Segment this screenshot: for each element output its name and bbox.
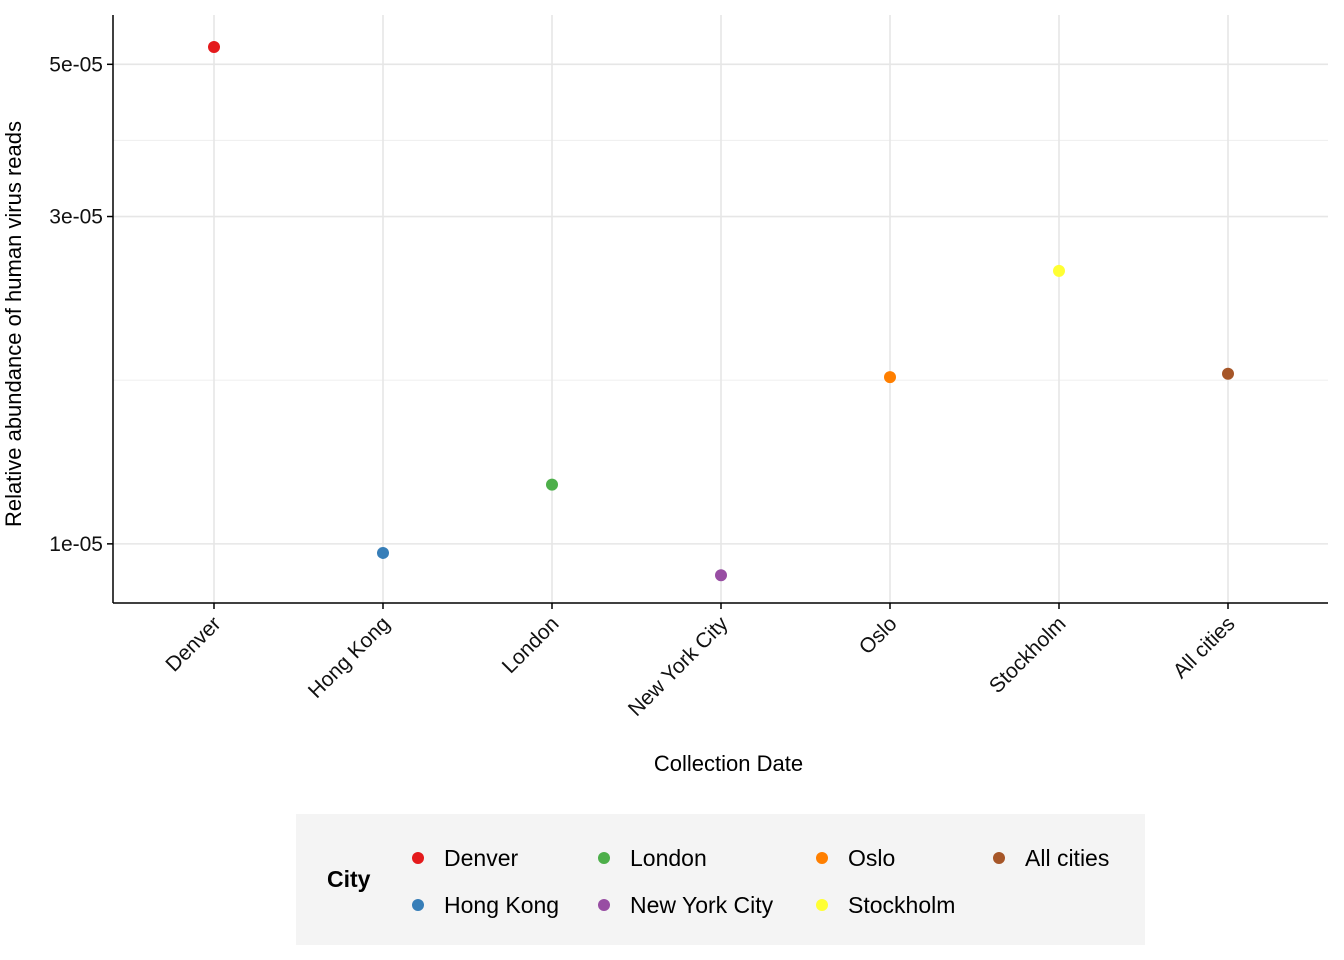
legend-title: City	[327, 866, 371, 892]
legend-marker	[412, 899, 424, 911]
x-tick-label: All cities	[1169, 612, 1240, 683]
data-point	[546, 478, 558, 491]
grid-lines	[113, 15, 1328, 603]
x-tick-label: Denver	[161, 612, 225, 676]
x-tick-label: Stockholm	[985, 612, 1071, 698]
legend-item: New York City	[598, 891, 773, 919]
data-point	[208, 40, 220, 53]
y-axis-title: Relative abundance of human virus reads	[1, 121, 26, 527]
legend-item: London	[598, 844, 707, 872]
legend-marker	[598, 899, 610, 911]
legend-marker	[412, 852, 424, 864]
x-axis-ticks: Denver Hong Kong London New York City Oslo St…	[161, 603, 1240, 721]
legend-marker	[816, 899, 828, 911]
y-tick-label: 5e-05	[49, 53, 103, 76]
scatter-chart: 1e-05 3e-05 5e-05 Denver Hong Kong London New…	[1, 15, 1328, 776]
legend: City Denver Hong Kong London New York City O…	[296, 814, 1145, 945]
legend-item: All cities	[993, 844, 1109, 872]
legend-label: Denver	[444, 844, 519, 871]
legend-marker	[993, 852, 1005, 864]
data-point	[1222, 367, 1234, 380]
legend-item: Stockholm	[816, 891, 955, 919]
data-points	[208, 40, 1234, 582]
data-point	[884, 371, 896, 384]
x-tick-label: New York City	[624, 612, 733, 721]
y-tick-label: 1e-05	[49, 533, 103, 556]
y-tick-label: 3e-05	[49, 206, 103, 229]
legend-item: Denver	[412, 844, 518, 872]
legend-marker	[598, 852, 610, 864]
legend-item: Hong Kong	[412, 891, 559, 919]
legend-marker	[816, 852, 828, 864]
legend-label: London	[630, 844, 707, 871]
legend-label: Hong Kong	[444, 891, 560, 918]
y-axis-ticks: 1e-05 3e-05 5e-05	[49, 53, 113, 556]
data-point	[1053, 264, 1065, 277]
legend-item: Oslo	[816, 844, 895, 872]
legend-label: All cities	[1025, 844, 1110, 871]
legend-label: Stockholm	[848, 891, 956, 918]
x-tick-label: Hong Kong	[304, 612, 395, 703]
data-point	[377, 546, 389, 559]
legend-label: New York City	[630, 891, 774, 918]
x-tick-label: London	[498, 612, 564, 678]
data-point	[715, 569, 727, 582]
legend-label: Oslo	[848, 844, 896, 871]
x-tick-label: Oslo	[855, 612, 902, 659]
x-axis-title: Collection Date	[654, 751, 803, 776]
